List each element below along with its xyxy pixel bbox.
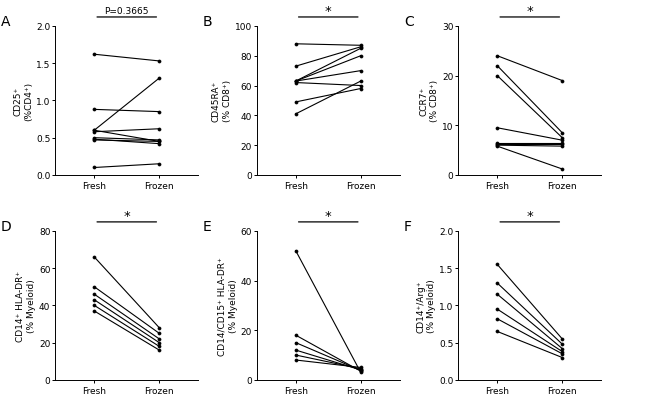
Y-axis label: CCR7⁺
(% CD8⁺): CCR7⁺ (% CD8⁺) xyxy=(419,80,439,122)
Y-axis label: CD25⁺
(%CD4⁺): CD25⁺ (%CD4⁺) xyxy=(13,82,33,121)
Y-axis label: CD14⁺/Arg⁺
(% Myeloid): CD14⁺/Arg⁺ (% Myeloid) xyxy=(416,279,436,332)
Text: E: E xyxy=(202,219,211,233)
Y-axis label: CD45RA⁺
(% CD8⁺): CD45RA⁺ (% CD8⁺) xyxy=(212,80,232,122)
Text: B: B xyxy=(202,15,212,29)
Text: *: * xyxy=(526,209,533,222)
Y-axis label: CD14⁺ HLA-DR⁺
(% Myeloid): CD14⁺ HLA-DR⁺ (% Myeloid) xyxy=(16,270,36,341)
Text: F: F xyxy=(404,219,412,233)
Text: P=0.3665: P=0.3665 xyxy=(105,7,149,17)
Text: *: * xyxy=(526,5,533,18)
Text: D: D xyxy=(1,219,12,233)
Text: *: * xyxy=(325,209,332,222)
Text: A: A xyxy=(1,15,10,29)
Text: C: C xyxy=(404,15,413,29)
Text: *: * xyxy=(325,5,332,18)
Text: *: * xyxy=(124,209,130,222)
Y-axis label: CD14/CD15⁺ HLA-DR⁺
(% Myeloid): CD14/CD15⁺ HLA-DR⁺ (% Myeloid) xyxy=(218,256,238,355)
